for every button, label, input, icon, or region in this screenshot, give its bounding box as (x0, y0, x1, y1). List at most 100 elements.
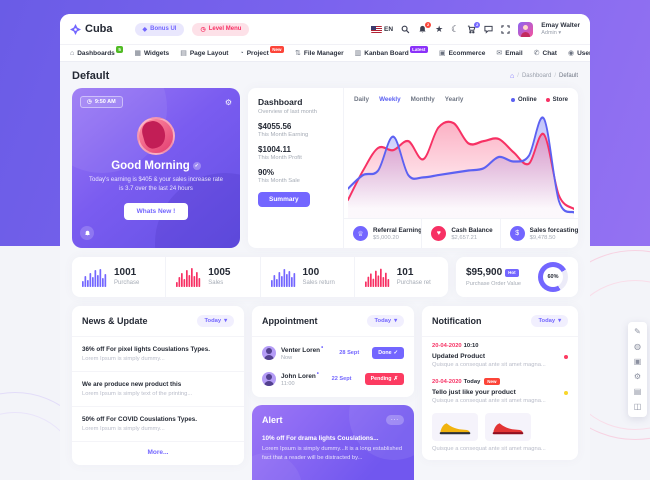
nav-item-email[interactable]: ✉ Email (496, 50, 522, 57)
alert-title: Alert (262, 415, 283, 426)
nav-item-chat[interactable]: ✆ Chat (534, 50, 557, 57)
stat-label: Purchase (114, 280, 140, 286)
news-filter-dropdown[interactable]: Today ▾ (197, 315, 234, 327)
paint-icon[interactable]: ✎ (634, 327, 641, 336)
cart-icon (468, 25, 476, 33)
news-more-link[interactable]: More... (147, 449, 169, 456)
bell-button[interactable] (80, 226, 94, 240)
stat-label: Purchase ret (396, 280, 431, 286)
notifications-button[interactable]: 2 (418, 21, 432, 34)
tab-weekly[interactable]: Weekly (379, 96, 401, 103)
order-value-badge: Hot (505, 268, 519, 277)
star-icon: ★ (435, 23, 444, 34)
appointment-status-button[interactable]: Done ✓ (372, 347, 404, 360)
cart-button[interactable]: 2 (467, 21, 481, 34)
chevron-down-icon: ▾ (394, 318, 397, 324)
status-dot (564, 390, 568, 395)
gear-icon[interactable]: ⚙ (224, 97, 232, 107)
notification-item-title: Tello just like your product (432, 389, 516, 396)
users-icon: ◉ (567, 49, 575, 57)
topbar: Cuba ◆ Bonus UI ◷ Level Menu EN 2 ★ ☾ 2 Em… (60, 14, 590, 44)
breadcrumb-item[interactable]: Dashboard (521, 73, 552, 79)
nav-item-kanban-board[interactable]: ▥ Kanban Board Latest (355, 45, 428, 57)
notification-item-title: Updated Product (432, 353, 486, 360)
stat-purchase: 1001 Purchase (72, 257, 165, 297)
news-item[interactable]: 36% off For pixel lights Couslations Typ… (72, 337, 244, 372)
home-icon[interactable]: ⌂ (510, 72, 515, 80)
cash-balance: ♥ Cash Balance $2,657.21 (421, 219, 499, 248)
alert-menu-button[interactable]: ... (385, 415, 404, 426)
nav-item-ecommerce[interactable]: ▣ Ecommerce (439, 50, 485, 57)
tab-monthly[interactable]: Monthly (410, 96, 435, 103)
nav-item-page-layout[interactable]: ▤ Page Layout (180, 50, 228, 57)
yellow-shoe-image[interactable] (432, 413, 478, 441)
clock-icon: ◷ (87, 99, 92, 105)
notification-item-text: Quisque a consequat ante sit amet magna.… (432, 362, 546, 368)
nav-item-file-manager[interactable]: ⇅ File Manager (295, 50, 344, 57)
red-shoe-image[interactable] (485, 413, 531, 441)
appointment-avatar (262, 372, 276, 387)
nav-item-label: Page Layout (189, 49, 229, 57)
status-dot (564, 354, 568, 359)
user-avatar[interactable] (518, 21, 534, 37)
new-badge: New (484, 378, 500, 385)
sparkle-icon: ◆ (142, 26, 148, 33)
appointment-date: 22 Sept (331, 376, 352, 383)
whats-new-button[interactable]: Whats New ! (123, 202, 189, 220)
tab-yearly[interactable]: Yearly (444, 96, 464, 103)
stat-value: 1001 (114, 267, 137, 278)
news-item-text: Lorem Ipsum is simply text of the printi… (82, 391, 193, 397)
nav-item-widgets[interactable]: ▦ Widgets (134, 50, 169, 57)
chevron-down-icon: ▾ (558, 318, 561, 324)
user-menu[interactable]: Emay Walter Admin ▾ (541, 21, 580, 36)
search-icon (401, 25, 410, 33)
nav-item-label: Widgets (143, 49, 170, 57)
appointment-title: Appointment (262, 316, 318, 326)
app-logo-text: Cuba (85, 23, 113, 35)
nav-item-users[interactable]: ◉ Users (568, 50, 590, 57)
bag-icon[interactable]: ◫ (633, 402, 642, 411)
brand[interactable]: Cuba (70, 23, 113, 35)
monitor-icon[interactable]: ▣ (633, 357, 642, 366)
language-selector[interactable]: EN (371, 25, 393, 33)
cross-icon: ✗ (393, 376, 398, 383)
nav-item-label: Project (246, 49, 269, 57)
settings-icon[interactable]: ⚙ (633, 372, 642, 381)
customizer-toolbar: ✎ ◍ ▣ ⚙ ▤ ◫ (628, 322, 647, 417)
fullscreen-button[interactable] (501, 24, 510, 34)
notification-card: Notification Today ▾ 20-04-2020 10:10 Upda… (422, 306, 578, 460)
nav-item-project[interactable]: ◔ Project New (239, 45, 285, 57)
dark-mode-button[interactable]: ☾ (451, 24, 459, 34)
search-button[interactable] (401, 25, 410, 34)
notification-item[interactable]: 20-04-2020 Today New Tello just like your … (422, 372, 578, 408)
main-nav: ⌂ Dashboards 5 ▦ Widgets ▤ Page Layout ◔… (60, 44, 590, 62)
topbar-actions: EN 2 ★ ☾ 2 Emay Walter Admin ▾ (371, 21, 580, 37)
news-item-text: Lorem Ipsum is simply dummy... (82, 426, 165, 432)
stat-sales-return: 100 Sales return (259, 257, 354, 297)
globe-icon[interactable]: ◍ (634, 342, 641, 351)
notification-time: 10:10 (463, 343, 479, 349)
nav-item-label: Dashboards (77, 49, 115, 57)
chart-legend: Online Store (510, 97, 568, 103)
notification-item[interactable]: 20-04-2020 10:10 Updated Product Quisque … (422, 337, 578, 372)
archive-icon[interactable]: ▤ (633, 387, 642, 396)
appointment-filter-dropdown[interactable]: Today ▾ (367, 315, 404, 327)
messages-button[interactable] (484, 25, 493, 34)
notification-filter-dropdown[interactable]: Today ▾ (531, 315, 568, 327)
news-item[interactable]: We are produce new product this Lorem Ip… (72, 372, 244, 407)
project-icon: ◔ (239, 49, 244, 57)
order-value: $95,900 (466, 267, 503, 278)
appointment-card: Appointment Today ▾ Venter Loren• Now 28 S… (252, 306, 414, 398)
appointment-row: John Loren• 11:00 22 Sept Pending ✗ (252, 366, 414, 392)
level-menu-badge[interactable]: ◷ Level Menu (192, 22, 250, 36)
appointment-status-button[interactable]: Pending ✗ (364, 373, 404, 386)
tab-daily[interactable]: Daily (354, 96, 370, 103)
bookmark-button[interactable]: ★ (435, 23, 444, 34)
sparkline-bar-chart (176, 268, 201, 287)
news-item[interactable]: 50% off For COVID Couslations Types. Lor… (72, 407, 244, 442)
product-images (422, 408, 578, 443)
bonus-ui-badge[interactable]: ◆ Bonus UI (134, 22, 185, 36)
nav-item-dashboards[interactable]: ⌂ Dashboards 5 (70, 45, 124, 57)
summary-button[interactable]: Summary (258, 192, 310, 207)
fullscreen-icon (501, 24, 510, 34)
